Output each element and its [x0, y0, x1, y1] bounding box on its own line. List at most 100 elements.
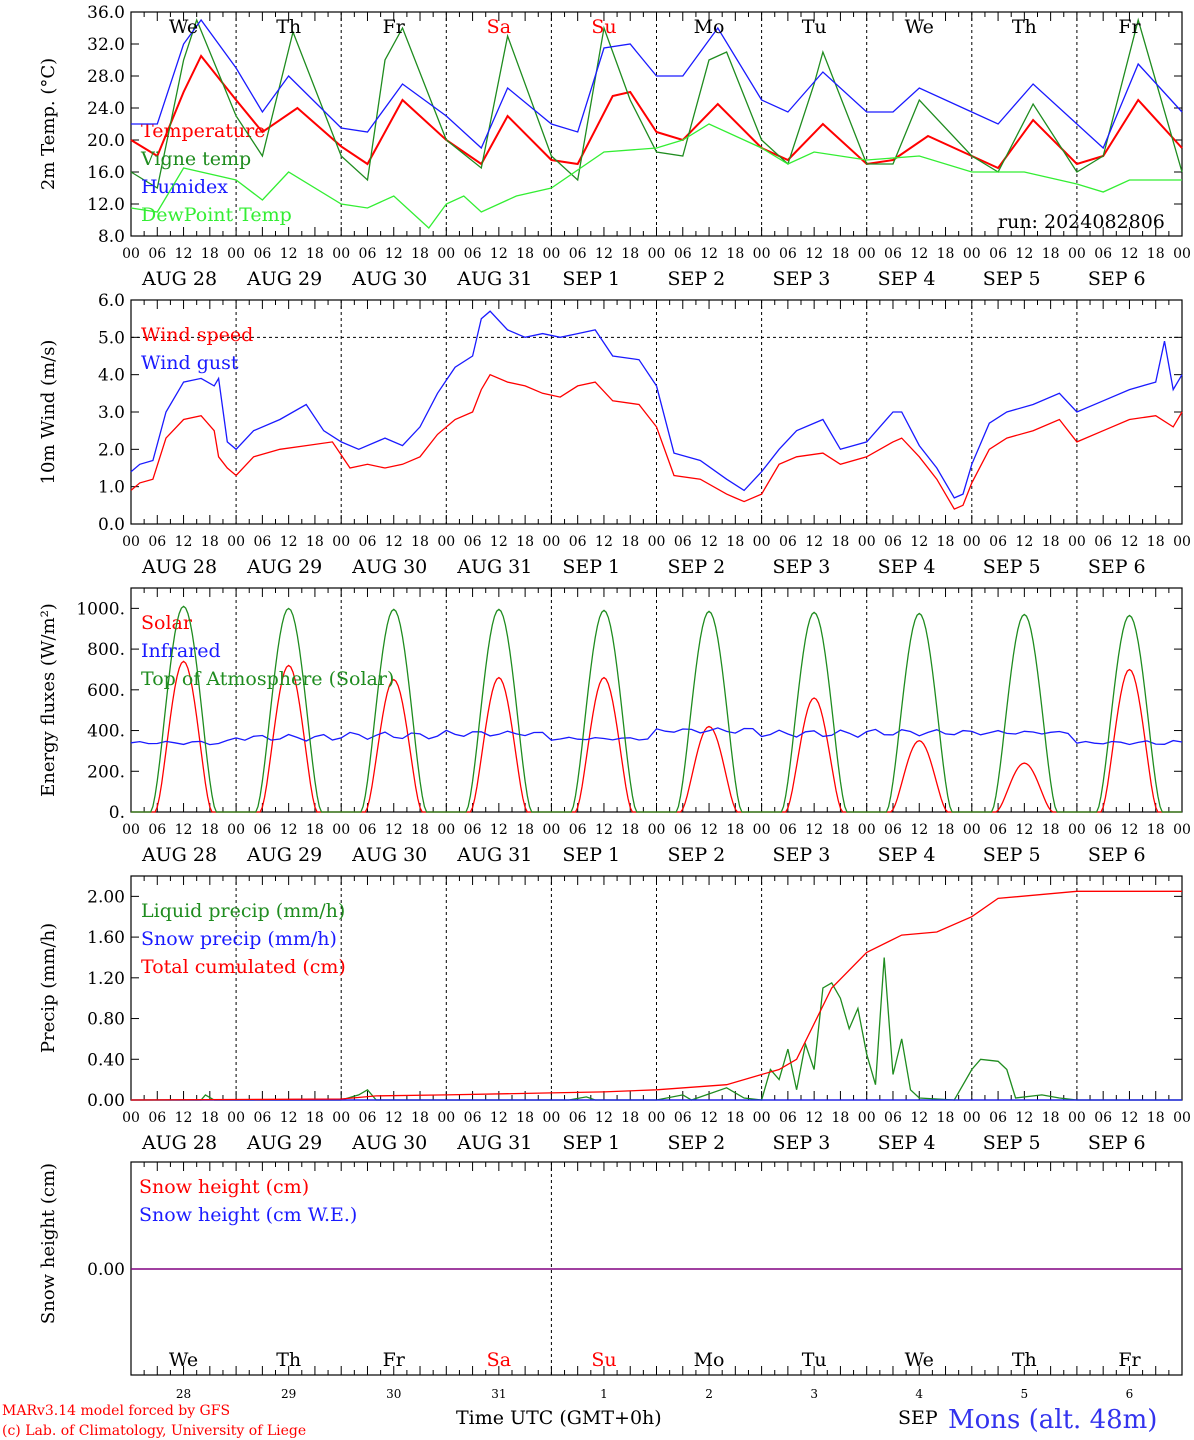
hour-tick-label: 12	[910, 822, 928, 838]
y-axis-label: Energy fluxes (W/m²)	[38, 603, 59, 797]
hour-tick-label: 12	[805, 1110, 823, 1126]
weekday-label: We	[169, 16, 198, 38]
hour-tick-label: 00	[542, 822, 560, 838]
hour-tick-label: 06	[253, 1110, 271, 1126]
hour-tick-label: 18	[726, 822, 744, 838]
weekday-label: We	[905, 16, 934, 38]
hour-tick-label: 12	[910, 534, 928, 550]
hour-tick-label: 06	[464, 822, 482, 838]
date-label: AUG 28	[141, 556, 217, 578]
hour-tick-label: 12	[385, 534, 403, 550]
hour-tick-label: 18	[411, 246, 429, 262]
hour-tick-label: 06	[148, 1110, 166, 1126]
hour-tick-label: 18	[1042, 246, 1060, 262]
legend-entry: DewPoint Temp	[141, 204, 292, 226]
date-label: AUG 30	[351, 844, 427, 866]
hour-tick-label: 00	[1068, 822, 1086, 838]
hour-tick-label: 12	[595, 1110, 613, 1126]
date-label: SEP 5	[983, 844, 1041, 866]
y-tick-label: 4.0	[98, 366, 125, 386]
hour-tick-label: 18	[411, 822, 429, 838]
hour-tick-label: 12	[385, 822, 403, 838]
y-tick-label: 0.80	[87, 1010, 125, 1030]
hour-tick-label: 18	[832, 1110, 850, 1126]
hour-tick-label: 12	[1015, 822, 1033, 838]
y-tick-label: 800.	[87, 640, 125, 660]
day-number-label: 31	[491, 1387, 506, 1401]
weekday-label: Sa	[487, 1349, 511, 1371]
series-line	[130, 373, 1183, 510]
y-tick-label: 1.60	[87, 928, 125, 948]
date-label: SEP 3	[773, 844, 831, 866]
hour-tick-label: 06	[1094, 1110, 1112, 1126]
y-tick-label: 0.00	[87, 1260, 125, 1280]
hour-tick-label: 18	[1147, 534, 1165, 550]
series-line	[130, 123, 1182, 229]
hour-tick-label: 06	[779, 1110, 797, 1126]
hour-tick-label: 00	[753, 246, 771, 262]
legend-entry: Solar	[141, 612, 193, 634]
hour-tick-label: 00	[963, 246, 981, 262]
hour-tick-label: 06	[569, 534, 587, 550]
hour-tick-label: 18	[937, 822, 955, 838]
hour-tick-label: 00	[1173, 822, 1191, 838]
y-tick-label: 0.	[109, 803, 125, 823]
series-line	[130, 890, 1182, 1101]
y-tick-label: 28.0	[87, 67, 125, 87]
hour-tick-label: 06	[884, 822, 902, 838]
legend-entry: Snow height (cm W.E.)	[139, 1204, 357, 1226]
legend-entry: Liquid precip (mm/h)	[141, 900, 345, 922]
hour-tick-label: 00	[332, 534, 350, 550]
hour-tick-label: 12	[1121, 246, 1139, 262]
hour-tick-label: 18	[937, 534, 955, 550]
y-tick-label: 24.0	[87, 99, 125, 119]
hour-tick-label: 06	[884, 246, 902, 262]
hour-tick-label: 00	[227, 246, 245, 262]
y-tick-label: 0.40	[87, 1050, 125, 1070]
hour-tick-label: 00	[648, 1110, 666, 1126]
hour-tick-label: 06	[1094, 534, 1112, 550]
date-label: SEP 4	[878, 268, 936, 290]
hour-tick-label: 00	[542, 534, 560, 550]
weekday-label: Tu	[802, 1349, 827, 1371]
hour-tick-label: 12	[385, 1110, 403, 1126]
credit-model: MARv3.14 model forced by GFS	[2, 1403, 230, 1419]
hour-tick-label: 12	[175, 822, 193, 838]
panel-2: 0.0 1.0 2.0 3.0 4.0 5.0 6.0 10m Wind (m/s) Wind …	[38, 291, 1191, 578]
date-label: SEP 4	[878, 844, 936, 866]
hour-tick-label: 00	[437, 822, 455, 838]
date-label: SEP 1	[562, 844, 620, 866]
hour-tick-label: 18	[201, 1110, 219, 1126]
y-tick-label: 32.0	[87, 35, 125, 55]
hour-tick-label: 06	[569, 246, 587, 262]
hour-tick-label: 06	[253, 534, 271, 550]
date-label: SEP 1	[562, 1132, 620, 1154]
hour-tick-label: 00	[227, 822, 245, 838]
date-label: AUG 28	[141, 268, 217, 290]
weekday-label: Su	[591, 1349, 616, 1371]
month-label: SEP	[898, 1407, 938, 1429]
hour-tick-label: 12	[490, 534, 508, 550]
y-tick-label: 0.00	[87, 1091, 125, 1111]
hour-tick-label: 00	[753, 1110, 771, 1126]
hour-tick-label: 00	[963, 1110, 981, 1126]
y-tick-label: 600.	[87, 681, 125, 701]
hour-tick-label: 06	[464, 534, 482, 550]
hour-tick-label: 00	[437, 534, 455, 550]
hour-tick-label: 00	[963, 534, 981, 550]
hour-tick-label: 00	[858, 1110, 876, 1126]
y-tick-label: 0.0	[98, 515, 125, 535]
hour-tick-label: 18	[1042, 1110, 1060, 1126]
date-label: SEP 3	[773, 556, 831, 578]
panel-4: 0.00 0.40 0.80 1.20 1.60 2.00 Precip (mm/h) Liq…	[38, 875, 1191, 1154]
hour-tick-label: 18	[516, 1110, 534, 1126]
chart-panels: 8.012.016.020.024.028.032.036.02m Temp. …	[38, 3, 1191, 1401]
y-axis-label: Snow height (cm)	[38, 1163, 59, 1324]
hour-tick-label: 12	[1015, 246, 1033, 262]
series-line	[131, 605, 1182, 813]
weekday-label: Fr	[383, 16, 406, 38]
panel-1: 8.0 12.0 16.0 20.0 24.0 28.0 32.0 36.0 2m Temp. …	[38, 3, 1191, 290]
panel-3: 0. 200. 400. 600. 800. 1000. Energy fluxes (W/…	[38, 587, 1191, 866]
hour-tick-label: 00	[1068, 534, 1086, 550]
hour-tick-label: 00	[227, 534, 245, 550]
